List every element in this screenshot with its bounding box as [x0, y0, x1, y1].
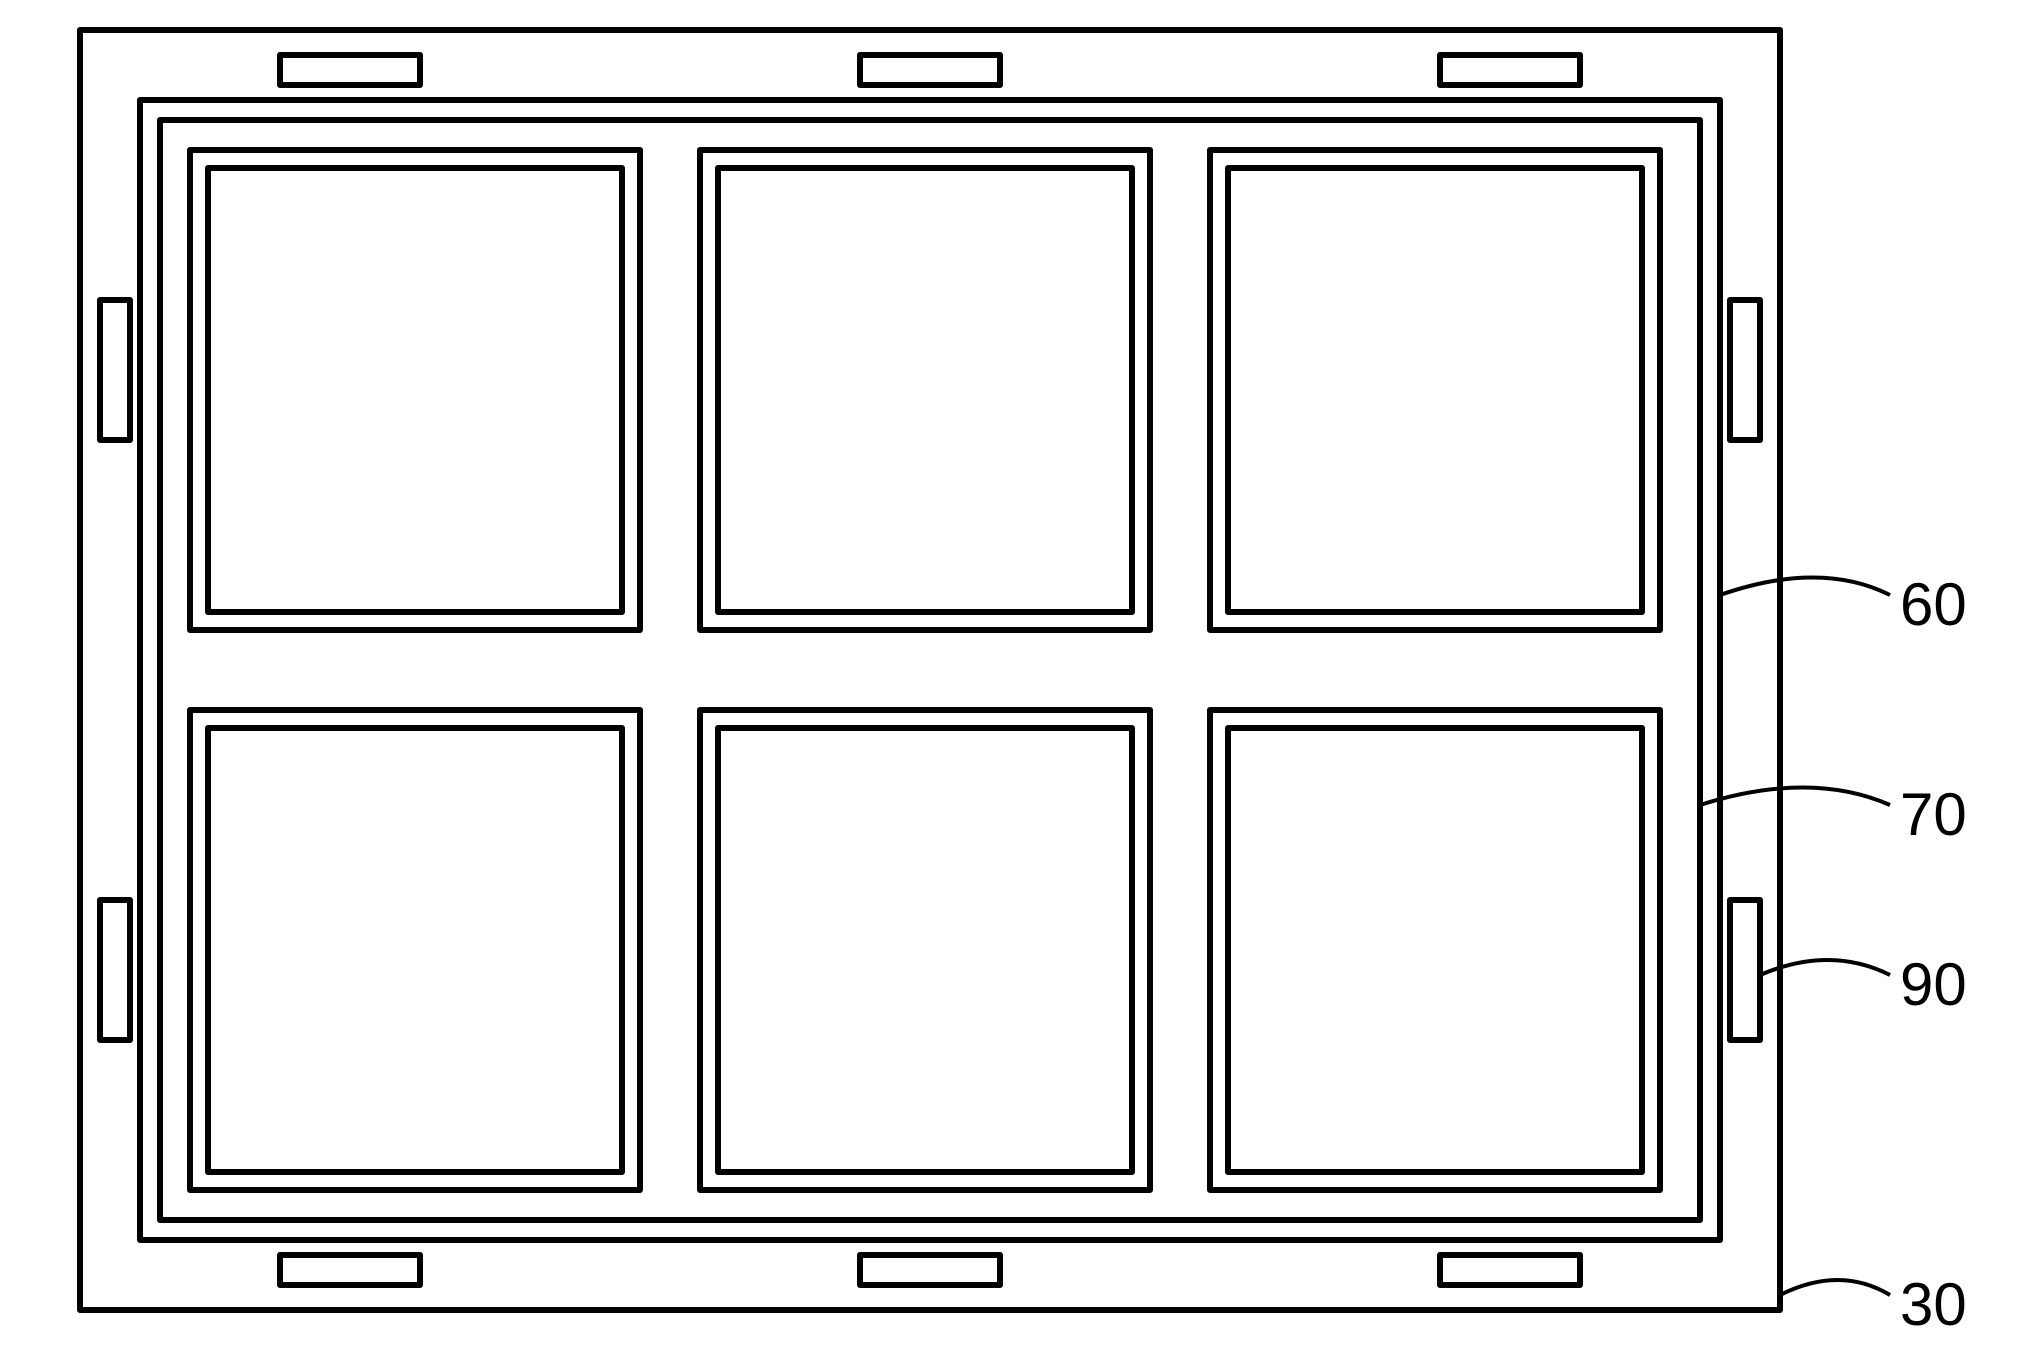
clip-left-1	[100, 900, 130, 1040]
cell-outer-r1-c0	[190, 710, 640, 1190]
cell-inner-r0-c1	[718, 168, 1132, 612]
leader-30	[1780, 1280, 1890, 1295]
label-60: 60	[1900, 570, 1967, 639]
clip-top-0	[280, 55, 420, 85]
frame-outer-60	[140, 100, 1720, 1240]
outer-substrate-30	[80, 30, 1780, 1310]
cell-inner-r0-c2	[1228, 168, 1642, 612]
label-90: 90	[1900, 950, 1967, 1019]
clip-bottom-1	[860, 1255, 1000, 1285]
clip-top-2	[1440, 55, 1580, 85]
diagram-svg	[0, 0, 2019, 1369]
cell-outer-r0-c1	[700, 150, 1150, 630]
label-70: 70	[1900, 780, 1967, 849]
cell-outer-r0-c0	[190, 150, 640, 630]
clip-right-0	[1730, 300, 1760, 440]
cell-outer-r0-c2	[1210, 150, 1660, 630]
label-30: 30	[1900, 1270, 1967, 1339]
clip-left-0	[100, 300, 130, 440]
clip-bottom-2	[1440, 1255, 1580, 1285]
diagram-canvas: 60 70 90 30	[0, 0, 2019, 1369]
clip-right-1	[1730, 900, 1760, 1040]
cell-inner-r1-c2	[1228, 728, 1642, 1172]
cell-inner-r1-c0	[208, 728, 622, 1172]
leader-60	[1720, 578, 1890, 596]
cell-inner-r1-c1	[718, 728, 1132, 1172]
cell-outer-r1-c1	[700, 710, 1150, 1190]
frame-inner-70	[160, 120, 1700, 1220]
cell-inner-r0-c0	[208, 168, 622, 612]
leader-70	[1700, 788, 1890, 806]
cell-outer-r1-c2	[1210, 710, 1660, 1190]
clip-top-1	[860, 55, 1000, 85]
clip-bottom-0	[280, 1255, 420, 1285]
